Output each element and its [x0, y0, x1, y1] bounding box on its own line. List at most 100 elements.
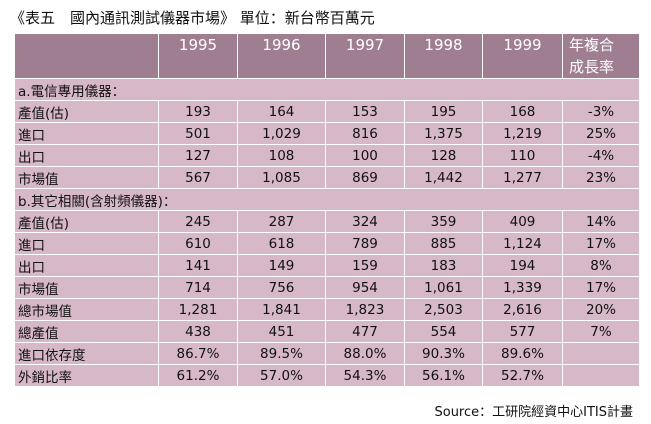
value-cell: 164 — [237, 100, 326, 123]
value-cell: 1,339 — [482, 276, 563, 299]
value-cell: 100 — [325, 144, 405, 167]
header-year: 1999 — [482, 33, 563, 79]
value-cell: 245 — [158, 210, 238, 233]
growth-cell: 25% — [562, 122, 640, 145]
header-row: 1995 1996 1997 1998 1999 年複合 成長率 — [14, 33, 640, 79]
growth-cell: 14% — [562, 210, 640, 233]
value-cell: 128 — [404, 144, 483, 167]
value-cell: 194 — [482, 254, 563, 277]
header-growth-line2: 成長率 — [569, 58, 615, 76]
value-cell: 1,281 — [158, 298, 238, 321]
value-cell: 501 — [158, 122, 238, 145]
value-cell: 2,616 — [482, 298, 563, 321]
value-cell: 577 — [482, 320, 563, 343]
growth-cell: -3% — [562, 100, 640, 123]
value-cell: 954 — [325, 276, 405, 299]
row-label: 進口 — [14, 232, 159, 255]
value-cell: 86.7% — [158, 342, 238, 365]
value-cell: 438 — [158, 320, 238, 343]
section-row: b.其它相關(含射頻儀器)： — [14, 188, 640, 211]
value-cell: 714 — [158, 276, 238, 299]
value-cell: 108 — [237, 144, 326, 167]
table-row: 進口依存度 86.7% 89.5% 88.0% 90.3% 89.6% — [14, 342, 640, 365]
table-row: 進口 610 618 789 885 1,124 17% — [14, 232, 640, 255]
value-cell: 789 — [325, 232, 405, 255]
value-cell: 1,841 — [237, 298, 326, 321]
table-row: 市場值 714 756 954 1,061 1,339 17% — [14, 276, 640, 299]
row-label: 市場值 — [14, 166, 159, 189]
value-cell: 141 — [158, 254, 238, 277]
value-cell: 610 — [158, 232, 238, 255]
value-cell: 159 — [325, 254, 405, 277]
growth-cell: -4% — [562, 144, 640, 167]
table-row: 總產值 438 451 477 554 577 7% — [14, 320, 640, 343]
value-cell: 1,085 — [237, 166, 326, 189]
value-cell: 149 — [237, 254, 326, 277]
value-cell: 90.3% — [404, 342, 483, 365]
value-cell: 57.0% — [237, 364, 326, 387]
row-label: 市場值 — [14, 276, 159, 299]
source-note: Source：工研院經資中心ITIS計畫 — [434, 405, 633, 420]
row-label: 出口 — [14, 254, 159, 277]
header-growth: 年複合 成長率 — [562, 33, 640, 79]
value-cell: 554 — [404, 320, 483, 343]
value-cell: 183 — [404, 254, 483, 277]
table-row: 市場值 567 1,085 869 1,442 1,277 23% — [14, 166, 640, 189]
header-year: 1995 — [158, 33, 238, 79]
growth-cell: 17% — [562, 276, 640, 299]
row-label: 產值(估) — [14, 100, 159, 123]
value-cell: 127 — [158, 144, 238, 167]
table-row: 進口 501 1,029 816 1,375 1,219 25% — [14, 122, 640, 145]
header-corner — [14, 33, 159, 79]
growth-cell: 17% — [562, 232, 640, 255]
value-cell: 2,503 — [404, 298, 483, 321]
section-label: b.其它相關(含射頻儀器)： — [14, 188, 640, 211]
value-cell: 618 — [237, 232, 326, 255]
table-title: 《表五 國內通訊測試儀器市場》 單位：新台幣百萬元 — [10, 9, 375, 27]
value-cell: 56.1% — [404, 364, 483, 387]
table-row: 產值(估) 193 164 153 195 168 -3% — [14, 100, 640, 123]
value-cell: 756 — [237, 276, 326, 299]
table-row: 出口 141 149 159 183 194 8% — [14, 254, 640, 277]
row-label: 總市場值 — [14, 298, 159, 321]
value-cell: 451 — [237, 320, 326, 343]
value-cell: 1,442 — [404, 166, 483, 189]
value-cell: 88.0% — [325, 342, 405, 365]
value-cell: 1,029 — [237, 122, 326, 145]
value-cell: 287 — [237, 210, 326, 233]
value-cell: 885 — [404, 232, 483, 255]
row-label: 總產值 — [14, 320, 159, 343]
value-cell: 168 — [482, 100, 563, 123]
header-year: 1998 — [404, 33, 483, 79]
table-row: 外銷比率 61.2% 57.0% 54.3% 56.1% 52.7% — [14, 364, 640, 387]
section-row: a.電信專用儀器： — [14, 78, 640, 101]
growth-cell: 20% — [562, 298, 640, 321]
value-cell: 1,823 — [325, 298, 405, 321]
row-label: 出口 — [14, 144, 159, 167]
table-row: 出口 127 108 100 128 110 -4% — [14, 144, 640, 167]
value-cell: 409 — [482, 210, 563, 233]
value-cell: 89.5% — [237, 342, 326, 365]
value-cell: 1,061 — [404, 276, 483, 299]
growth-cell: 8% — [562, 254, 640, 277]
value-cell: 153 — [325, 100, 405, 123]
market-table: 1995 1996 1997 1998 1999 年複合 成長率 a.電信專用儀… — [14, 33, 640, 387]
value-cell: 359 — [404, 210, 483, 233]
value-cell: 324 — [325, 210, 405, 233]
table-row: 產值(估) 245 287 324 359 409 14% — [14, 210, 640, 233]
value-cell: 54.3% — [325, 364, 405, 387]
row-label: 進口 — [14, 122, 159, 145]
value-cell: 89.6% — [482, 342, 563, 365]
row-label: 外銷比率 — [14, 364, 159, 387]
header-year: 1996 — [237, 33, 326, 79]
growth-cell: 7% — [562, 320, 640, 343]
value-cell: 1,124 — [482, 232, 563, 255]
value-cell: 567 — [158, 166, 238, 189]
value-cell: 1,375 — [404, 122, 483, 145]
growth-cell — [562, 364, 640, 387]
header-growth-line1: 年複合 — [569, 36, 615, 54]
table-row: 總市場值 1,281 1,841 1,823 2,503 2,616 20% — [14, 298, 640, 321]
value-cell: 195 — [404, 100, 483, 123]
value-cell: 61.2% — [158, 364, 238, 387]
value-cell: 193 — [158, 100, 238, 123]
